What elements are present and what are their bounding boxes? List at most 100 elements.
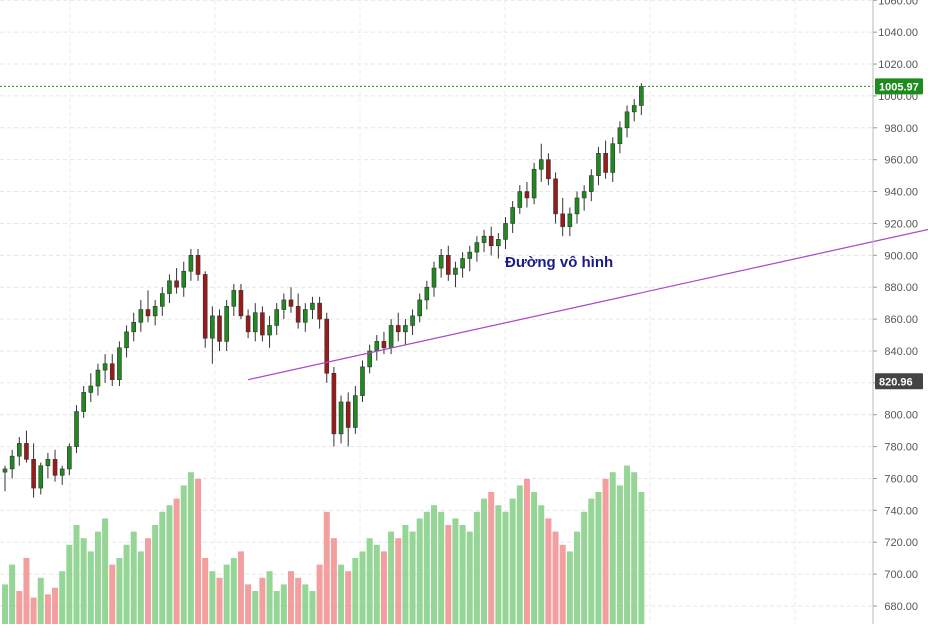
candle [481,229,487,253]
volume-bar [202,558,209,624]
y-tick-label: 880.00 [884,282,918,294]
reference-price-badge[interactable] [875,373,923,390]
volume-bar [309,591,316,624]
candle-body [467,251,473,259]
candle-body [81,392,86,412]
candle-body [324,318,330,374]
candle [510,201,515,234]
candle-body [274,309,280,326]
candle-body [453,267,458,275]
candle [152,299,158,326]
candle [138,299,144,332]
volume-bar [16,591,23,624]
candle-body [574,197,580,215]
candle-body [531,168,537,199]
volume-bar [559,544,566,624]
y-tick-label: 860.00 [884,314,918,326]
candle-body [553,178,558,215]
volume-bar [87,551,94,624]
candle-body [52,459,58,476]
candle-body [245,315,251,333]
volume-bar [538,505,545,624]
candle-body [331,372,337,435]
volume-bar [323,511,330,624]
candle-body [167,280,172,294]
volume-bar [288,571,294,624]
candle [95,363,101,396]
volume-bar [509,498,516,624]
y-tick-label: 960.00 [884,155,918,167]
candle-body [388,325,394,349]
volume-bar [531,492,538,624]
volume-bar [566,551,573,624]
candle [353,386,358,434]
candle [174,268,179,294]
last-price-badge[interactable] [875,78,923,95]
candle-body [231,290,237,307]
candle [2,465,8,492]
volume-bar [581,511,588,624]
volume-bar [123,544,130,624]
candle-body [109,363,115,380]
trend-line[interactable] [247,209,928,381]
y-tick-label: 1060.00 [878,0,918,7]
candle [417,293,423,323]
candle [424,280,430,310]
candle-body [374,341,380,352]
y-tick-label: 840.00 [884,346,918,358]
candle [9,449,15,479]
volume-bar [502,511,509,624]
candle [24,430,29,463]
candle-body [345,401,351,428]
volume-bar [302,584,309,624]
candle-body [474,242,480,253]
candle [453,261,458,288]
price-axis[interactable]: 680.00 700.00 720.00 740.00 760.00 780.00 800.… [873,0,923,613]
y-tick-label: 680.00 [884,601,918,613]
candle [467,245,473,272]
volume-bar [37,577,44,624]
candle-body [610,143,616,173]
candle-body [617,127,623,145]
volume-bar [59,571,66,624]
candle [267,315,272,348]
volume-bar [152,525,159,624]
candle [52,449,58,482]
candle-body [524,191,530,199]
volume-bar [209,571,216,624]
candle-body [510,207,515,224]
candle-body [431,267,437,288]
candle-body [517,191,523,208]
candle [538,143,544,182]
candle-body [202,274,208,339]
volume-bars [2,465,645,624]
volume-bar [588,498,595,624]
candle [245,309,251,339]
candle [403,319,408,345]
volume-bar [259,577,266,624]
volume-bar [252,591,259,624]
y-tick-label: 1020.00 [878,59,918,71]
y-tick-label: 1040.00 [878,27,918,39]
volume-bar [330,538,337,624]
candle [546,153,551,186]
candle-body [238,290,244,317]
volume-bar [187,472,194,624]
volume-bar [159,511,166,624]
candle-body [160,293,165,307]
candle-body [603,153,608,173]
candle [438,248,444,278]
volume-bar [145,538,151,624]
candle [445,245,451,281]
candle [617,121,623,154]
volume-bar [359,551,366,624]
candle [288,287,294,313]
candle [195,248,201,281]
candle-body [360,366,365,396]
volume-bar [466,531,473,624]
volume-bar [395,538,402,624]
candle [167,274,172,304]
candle [81,386,86,418]
volume-bar [481,498,488,624]
